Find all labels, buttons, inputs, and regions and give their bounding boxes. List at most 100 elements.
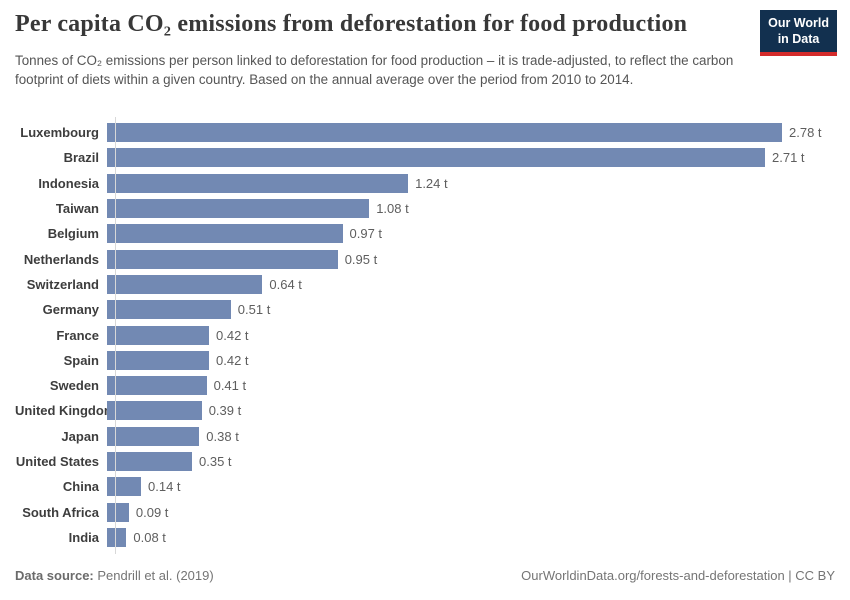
bar[interactable] xyxy=(107,224,343,244)
bar-track: 0.38 t xyxy=(107,426,835,446)
bar[interactable] xyxy=(107,350,209,370)
country-label: Switzerland xyxy=(26,276,99,292)
data-source: Data source: Pendrill et al. (2019) xyxy=(15,568,214,583)
bar-track: 0.08 t xyxy=(107,527,835,547)
data-source-label: Data source: xyxy=(15,568,94,583)
owid-logo: Our World in Data xyxy=(760,10,837,56)
bar-track: 0.42 t xyxy=(107,325,835,345)
logo-red-stripe xyxy=(760,51,837,56)
bar-row: Belgium 0.97 t xyxy=(15,221,835,246)
bar-row: United States 0.35 t xyxy=(15,449,835,474)
bar[interactable] xyxy=(107,148,765,168)
bar-row: United Kingdom 0.39 t xyxy=(15,398,835,423)
value-label: 0.42 t xyxy=(216,352,249,368)
bar[interactable] xyxy=(107,452,192,471)
bar[interactable] xyxy=(107,274,263,294)
bar[interactable] xyxy=(107,249,338,269)
country-label: Germany xyxy=(42,302,99,318)
bar[interactable] xyxy=(107,376,207,396)
country-label: Taiwan xyxy=(55,201,99,217)
value-label: 0.42 t xyxy=(216,327,249,343)
value-label: 0.35 t xyxy=(199,454,232,469)
bar[interactable] xyxy=(107,123,782,143)
bar-row: Brazil 2.71 t xyxy=(15,145,835,170)
bar[interactable] xyxy=(107,325,209,345)
bar-row: China 0.14 t xyxy=(15,474,835,499)
bar-track: 0.09 t xyxy=(107,502,835,522)
country-label: Luxembourg xyxy=(20,125,99,141)
bar-track: 0.51 t xyxy=(107,300,835,320)
value-label: 2.71 t xyxy=(772,150,805,166)
bar[interactable] xyxy=(107,199,370,219)
value-label: 0.51 t xyxy=(237,302,271,318)
value-label: 0.97 t xyxy=(349,226,383,242)
value-label: 0.41 t xyxy=(213,378,247,394)
country-label: South Africa xyxy=(22,504,99,520)
bar-track: 0.41 t xyxy=(107,376,835,396)
value-label: 1.24 t xyxy=(415,175,448,191)
bar-row: Switzerland 0.64 t xyxy=(15,272,835,297)
credit-url[interactable]: OurWorldinData.org/forests-and-deforesta… xyxy=(521,568,835,583)
bar-row: France 0.42 t xyxy=(15,322,835,347)
value-label: 0.64 t xyxy=(269,276,302,292)
bar-track: 0.95 t xyxy=(107,249,835,269)
value-label: 0.38 t xyxy=(206,428,239,444)
bar[interactable] xyxy=(107,502,129,522)
country-label: Sweden xyxy=(49,378,99,394)
bar-row: Taiwan 1.08 t xyxy=(15,196,835,221)
bar-row: Indonesia 1.24 t xyxy=(15,171,835,196)
bar[interactable] xyxy=(107,401,202,421)
value-label: 0.95 t xyxy=(344,251,378,267)
value-label: 0.09 t xyxy=(135,504,169,520)
bar-track: 1.08 t xyxy=(107,199,835,219)
logo-line1: Our World xyxy=(768,16,829,30)
bar-track: 1.24 t xyxy=(107,173,835,193)
country-label: Japan xyxy=(61,428,99,444)
bar[interactable] xyxy=(107,426,200,446)
country-label: France xyxy=(56,327,99,343)
value-label: 1.08 t xyxy=(376,201,409,217)
bar-track: 2.78 t xyxy=(107,123,835,143)
bar-track: 0.39 t xyxy=(107,401,835,421)
country-label: Spain xyxy=(63,352,99,368)
bar-chart: Luxembourg 2.78 t Brazil 2.71 t Indonesi… xyxy=(15,117,835,555)
bar-row: Sweden 0.41 t xyxy=(15,373,835,398)
value-label: 0.39 t xyxy=(208,403,242,419)
country-label: India xyxy=(68,529,99,545)
country-label: China xyxy=(62,479,99,495)
country-label: United States xyxy=(15,454,99,469)
bar-row: Japan 0.38 t xyxy=(15,424,835,449)
logo-line2: in Data xyxy=(777,32,820,47)
country-label: Belgium xyxy=(47,226,99,242)
country-label: Netherlands xyxy=(23,251,99,267)
bar[interactable] xyxy=(107,173,409,193)
chart-subtitle: Tonnes of CO₂ emissions per person linke… xyxy=(15,53,734,88)
value-label: 0.08 t xyxy=(133,529,166,545)
chart-title: Per capita CO₂ emissions from deforestat… xyxy=(15,11,688,37)
bar-track: 0.35 t xyxy=(107,452,835,471)
bar-row: India 0.08 t xyxy=(15,525,835,550)
bar-row: Netherlands 0.95 t xyxy=(15,246,835,271)
bar-track: 0.97 t xyxy=(107,224,835,244)
chart-footer: Data source: Pendrill et al. (2019) OurW… xyxy=(15,568,835,583)
bar-track: 2.71 t xyxy=(107,148,835,168)
country-label: United Kingdom xyxy=(15,403,116,419)
bar-track: 0.42 t xyxy=(107,350,835,370)
country-label: Brazil xyxy=(63,150,99,166)
bar-row: South Africa 0.09 t xyxy=(15,499,835,524)
bar-track: 0.64 t xyxy=(107,274,835,294)
bar-row: Luxembourg 2.78 t xyxy=(15,120,835,145)
value-label: 0.14 t xyxy=(148,479,181,495)
country-label: Indonesia xyxy=(38,175,99,191)
bar[interactable] xyxy=(107,527,127,547)
data-source-value: Pendrill et al. (2019) xyxy=(93,568,214,583)
bar-rows: Luxembourg 2.78 t Brazil 2.71 t Indonesi… xyxy=(15,120,835,550)
bar-track: 0.14 t xyxy=(107,477,835,497)
bar-row: Spain 0.42 t xyxy=(15,348,835,373)
bar[interactable] xyxy=(107,477,141,497)
value-label: 2.78 t xyxy=(789,125,822,141)
bar[interactable] xyxy=(107,300,231,320)
y-axis-line xyxy=(115,117,116,555)
bar-row: Germany 0.51 t xyxy=(15,297,835,322)
